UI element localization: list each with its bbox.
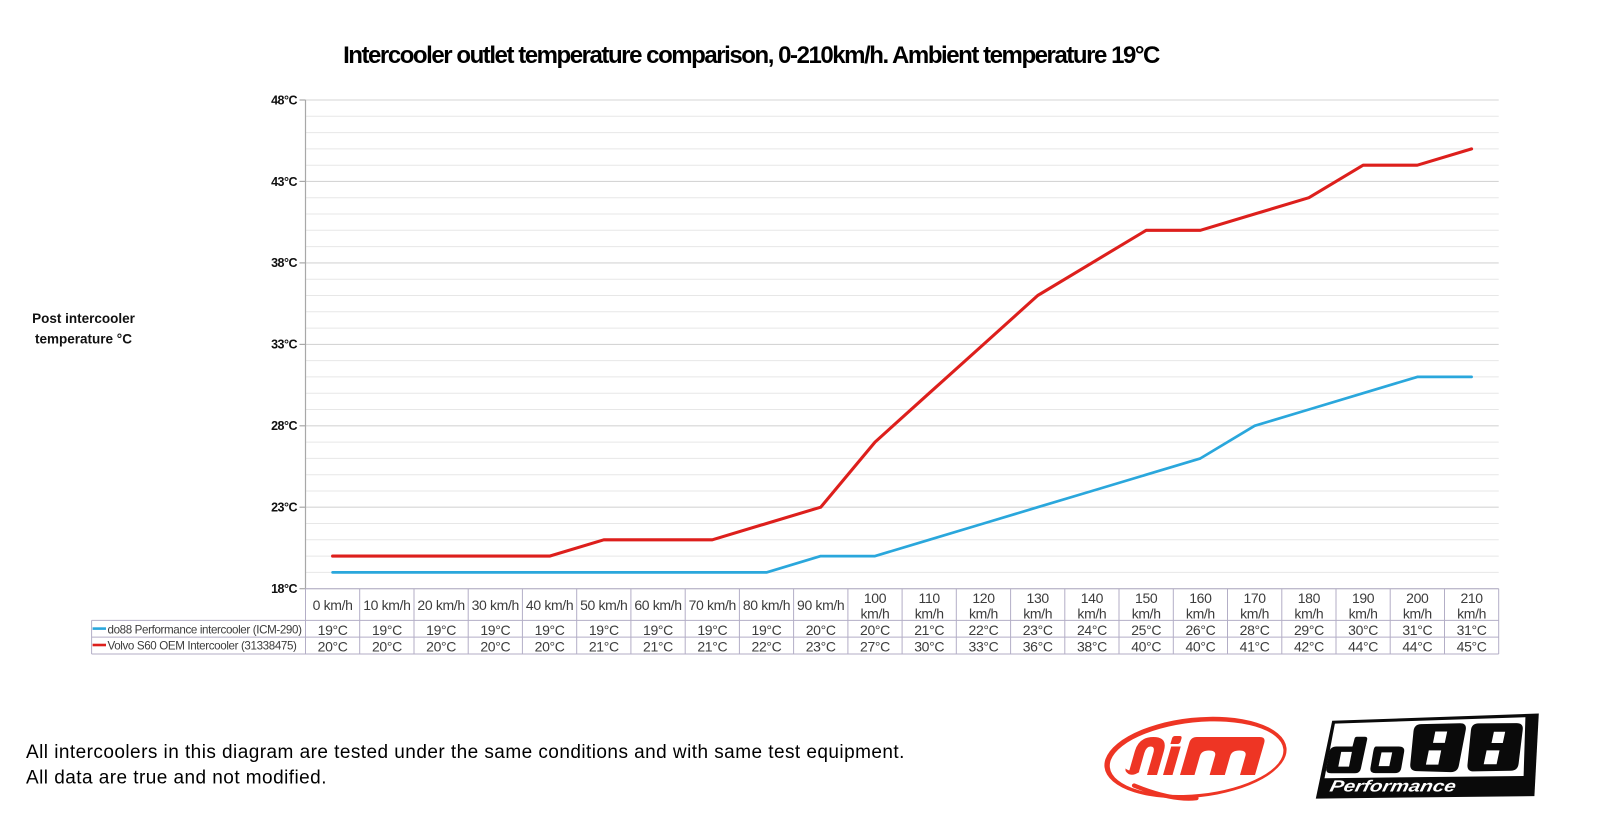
svg-text:20 km/h: 20 km/h [417,597,464,613]
svg-text:19°C: 19°C [480,622,510,638]
svg-text:19°C: 19°C [589,622,619,638]
svg-text:22°C: 22°C [752,638,782,654]
svg-text:km/h: km/h [915,605,944,621]
svg-text:21°C: 21°C [697,638,727,654]
svg-text:70 km/h: 70 km/h [689,597,736,613]
svg-text:Volvo S60 OEM Intercooler (313: Volvo S60 OEM Intercooler (31338475) [108,640,298,653]
svg-text:29°C: 29°C [1294,622,1324,638]
svg-text:48°C: 48°C [271,93,297,107]
svg-text:31°C: 31°C [1457,622,1487,638]
svg-text:30°C: 30°C [1348,622,1378,638]
svg-text:20°C: 20°C [535,638,565,654]
svg-text:20°C: 20°C [480,638,510,654]
svg-text:38°C: 38°C [271,256,297,270]
svg-text:km/h: km/h [1023,605,1052,621]
svg-text:31°C: 31°C [1402,622,1432,638]
svg-text:0 km/h: 0 km/h [313,597,353,613]
svg-text:50 km/h: 50 km/h [580,597,627,613]
svg-text:33°C: 33°C [969,638,999,654]
svg-text:km/h: km/h [1132,605,1161,621]
svg-text:19°C: 19°C [697,622,727,638]
svg-text:km/h: km/h [1077,605,1106,621]
svg-text:km/h: km/h [1240,605,1269,621]
svg-text:19°C: 19°C [643,622,673,638]
svg-text:km/h: km/h [1403,605,1432,621]
svg-text:210: 210 [1460,590,1483,606]
svg-text:Intercooler outlet temperature: Intercooler outlet temperature compariso… [343,42,1160,69]
svg-text:19°C: 19°C [426,622,456,638]
svg-text:40°C: 40°C [1131,638,1161,654]
svg-text:22°C: 22°C [969,622,999,638]
svg-text:130: 130 [1027,590,1050,606]
svg-text:30°C: 30°C [914,638,944,654]
svg-text:45°C: 45°C [1457,638,1487,654]
svg-text:100: 100 [864,590,887,606]
svg-text:120: 120 [972,590,995,606]
svg-text:90 km/h: 90 km/h [797,597,844,613]
svg-text:18°C: 18°C [271,582,297,596]
svg-text:36°C: 36°C [1023,638,1053,654]
svg-text:20°C: 20°C [806,622,836,638]
svg-text:150: 150 [1135,590,1158,606]
svg-text:21°C: 21°C [643,638,673,654]
svg-text:25°C: 25°C [1131,622,1161,638]
svg-text:28°C: 28°C [271,419,297,433]
svg-text:19°C: 19°C [372,622,402,638]
svg-text:40°C: 40°C [1185,638,1215,654]
svg-text:19°C: 19°C [752,622,782,638]
svg-text:41°C: 41°C [1240,638,1270,654]
svg-text:19°C: 19°C [318,622,348,638]
svg-text:26°C: 26°C [1185,622,1215,638]
svg-text:km/h: km/h [1349,605,1378,621]
svg-text:km/h: km/h [969,605,998,621]
svg-text:30 km/h: 30 km/h [472,597,519,613]
svg-text:21°C: 21°C [589,638,619,654]
svg-text:10 km/h: 10 km/h [363,597,410,613]
svg-text:Performance: Performance [1328,777,1458,795]
svg-text:24°C: 24°C [1077,622,1107,638]
svg-text:110: 110 [919,590,941,606]
svg-text:temperature °C: temperature °C [35,332,132,347]
svg-text:27°C: 27°C [860,638,890,654]
svg-text:44°C: 44°C [1402,638,1432,654]
svg-text:60 km/h: 60 km/h [634,597,681,613]
svg-text:20°C: 20°C [426,638,456,654]
svg-text:190: 190 [1352,590,1375,606]
svg-text:km/h: km/h [1457,605,1486,621]
svg-text:All intercoolers in this diagr: All intercoolers in this diagram are tes… [26,742,905,763]
svg-text:19°C: 19°C [535,622,565,638]
svg-text:km/h: km/h [861,605,890,621]
svg-text:160: 160 [1189,590,1212,606]
svg-text:23°C: 23°C [271,501,297,515]
svg-text:140: 140 [1081,590,1104,606]
svg-text:44°C: 44°C [1348,638,1378,654]
svg-text:21°C: 21°C [914,622,944,638]
svg-text:28°C: 28°C [1240,622,1270,638]
svg-text:80 km/h: 80 km/h [743,597,790,613]
svg-text:42°C: 42°C [1294,638,1324,654]
svg-text:200: 200 [1406,590,1429,606]
svg-text:33°C: 33°C [271,338,297,352]
svg-text:43°C: 43°C [271,175,297,189]
svg-text:23°C: 23°C [1023,622,1053,638]
svg-text:km/h: km/h [1294,605,1323,621]
svg-text:23°C: 23°C [806,638,836,654]
svg-text:Post intercooler: Post intercooler [32,311,136,326]
svg-text:170: 170 [1243,590,1266,606]
svg-text:km/h: km/h [1186,605,1215,621]
svg-text:do88 Performance intercooler (: do88 Performance intercooler (ICM-290) [108,623,303,636]
svg-text:20°C: 20°C [860,622,890,638]
svg-text:All data are true and not modi: All data are true and not modified. [26,768,327,789]
svg-text:38°C: 38°C [1077,638,1107,654]
svg-text:180: 180 [1298,590,1321,606]
svg-text:20°C: 20°C [318,638,348,654]
svg-text:20°C: 20°C [372,638,402,654]
svg-text:40 km/h: 40 km/h [526,597,573,613]
